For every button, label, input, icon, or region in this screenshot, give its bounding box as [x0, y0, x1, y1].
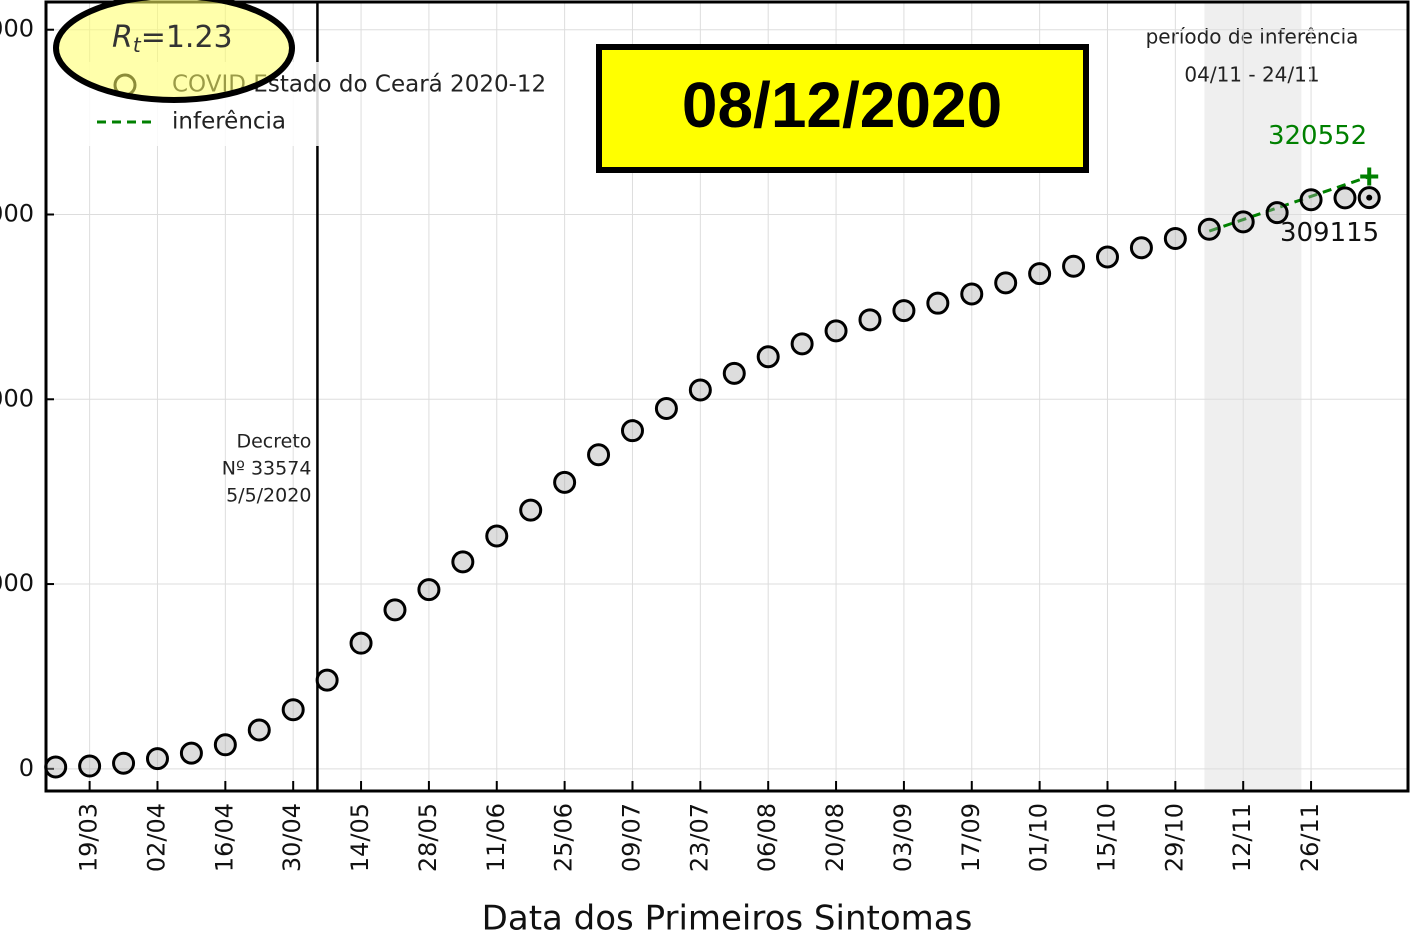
data-point — [1028, 262, 1052, 286]
date-banner-text: 08/12/2020 — [682, 69, 1002, 141]
x-tick-label: 29/10 — [1160, 803, 1188, 872]
inference-title: período de inferência — [1146, 25, 1359, 49]
data-point — [824, 319, 848, 343]
data-point — [858, 308, 882, 332]
data-point — [485, 524, 509, 548]
x-tick-label: 01/10 — [1025, 803, 1053, 872]
inference-band — [1204, 2, 1302, 791]
data-point — [994, 271, 1018, 295]
x-tick-label: 15/10 — [1092, 803, 1120, 872]
inference-line — [1208, 175, 1370, 233]
last-dot — [1366, 194, 1373, 201]
data-point — [281, 698, 305, 722]
decree-text: 5/5/2020 — [226, 485, 311, 507]
rt-highlight — [53, 0, 295, 103]
x-tick-label: 14/05 — [346, 803, 374, 872]
data-point — [756, 345, 780, 369]
x-tick-label: 02/04 — [142, 803, 170, 872]
legend-label: inferência — [172, 109, 286, 135]
x-tick-label: 23/07 — [685, 803, 713, 872]
data-point — [722, 361, 746, 385]
data-point — [451, 550, 475, 574]
data-point — [960, 282, 984, 306]
data-point — [1062, 254, 1086, 278]
data-point — [654, 397, 678, 421]
decree-text: Decreto — [236, 431, 311, 453]
data-point — [112, 751, 136, 775]
data-point — [926, 291, 950, 315]
x-tick-label: 20/08 — [821, 803, 849, 872]
data-point — [519, 498, 543, 522]
data-point — [1095, 245, 1119, 269]
inference-label: 04/11 - 24/11 — [1184, 63, 1319, 87]
plot-frame — [44, 0, 1410, 793]
y-tick-label: 0 — [19, 754, 34, 782]
x-tick-label: 26/11 — [1296, 803, 1324, 872]
y-tick-label: 300000 — [0, 199, 34, 227]
data-point — [587, 443, 611, 467]
x-tick-label: 28/05 — [414, 803, 442, 872]
data-point — [349, 631, 373, 655]
data-point — [417, 578, 441, 602]
data-point — [620, 419, 644, 443]
x-tick-label: 11/06 — [482, 803, 510, 872]
x-tick-label: 03/09 — [889, 803, 917, 872]
x-tick-label: 17/09 — [957, 803, 985, 872]
decree-text: Nº 33574 — [222, 458, 312, 480]
data-point — [44, 755, 68, 779]
data-point — [553, 470, 577, 494]
x-axis-label: Data dos Primeiros Sintomas — [482, 899, 973, 939]
data-point — [179, 741, 203, 765]
inference-marker — [1360, 167, 1379, 186]
x-tick-label: 12/11 — [1228, 803, 1256, 872]
data-point — [213, 733, 237, 757]
x-tick-label: 30/04 — [278, 803, 306, 872]
rt-label: Rt=1.23 — [112, 20, 233, 57]
y-tick-label: 200000 — [0, 384, 34, 412]
data-point — [78, 754, 102, 778]
data-point — [247, 718, 271, 742]
x-tick-label: 16/04 — [210, 803, 238, 872]
x-tick-label: 25/06 — [550, 803, 578, 872]
x-tick-label: 06/08 — [753, 803, 781, 872]
data-point — [1299, 188, 1323, 212]
data-point — [1231, 210, 1255, 234]
data-point — [1333, 186, 1357, 210]
x-tick-label: 09/07 — [617, 803, 645, 872]
data-point — [1265, 201, 1289, 225]
data-point — [688, 378, 712, 402]
date-banner — [596, 44, 1089, 173]
x-tick-label: 19/03 — [75, 803, 103, 872]
data-point — [315, 668, 339, 692]
data-point — [145, 747, 169, 771]
data-point — [383, 598, 407, 622]
data-point — [790, 332, 814, 356]
data-point — [892, 299, 916, 323]
data-point — [1197, 217, 1221, 241]
data-point — [1129, 236, 1153, 260]
inference-value: 320552 — [1268, 121, 1367, 151]
y-tick-label: 400000 — [0, 15, 34, 43]
data-point — [1163, 227, 1187, 251]
end-label: 309115 — [1280, 218, 1379, 248]
